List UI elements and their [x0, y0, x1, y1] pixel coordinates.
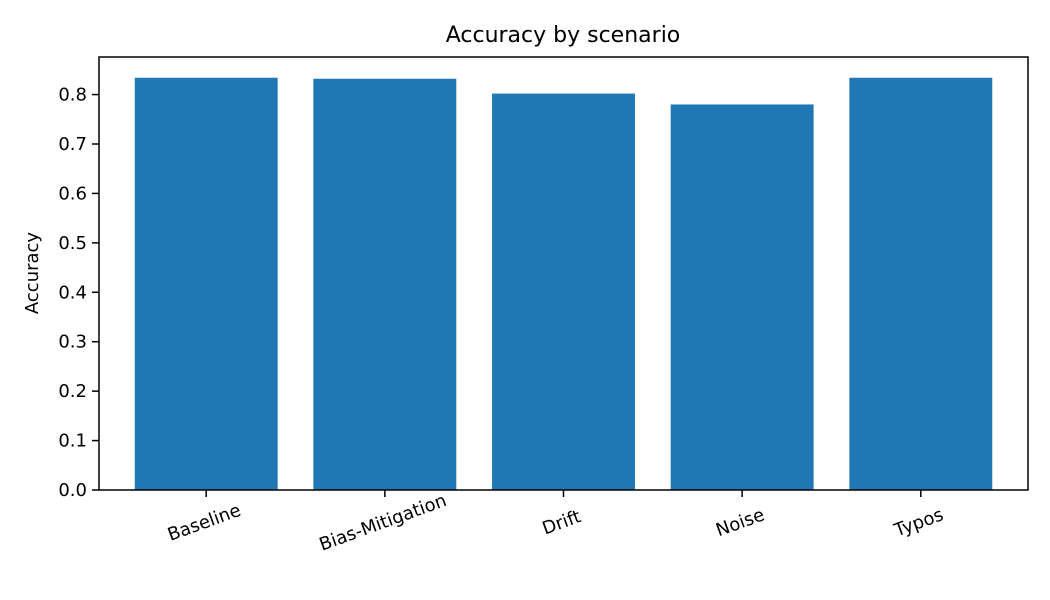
bars-group — [134, 77, 993, 490]
y-tick-label: 0.5 — [58, 233, 87, 254]
y-tick-label: 0.2 — [58, 381, 87, 402]
y-tick-label: 0.1 — [58, 431, 87, 452]
y-tick-label: 0.7 — [58, 134, 87, 155]
bar-noise — [670, 104, 814, 490]
bar-drift — [492, 93, 635, 490]
y-tick-label: 0.8 — [58, 85, 87, 106]
plot-frame — [98, 56, 1029, 491]
bar-bias-mitigation — [313, 78, 457, 490]
y-tick-label: 0.6 — [58, 183, 87, 204]
bar-baseline — [134, 77, 278, 490]
y-tick-label: 0.0 — [58, 480, 87, 501]
y-axis-label: Accuracy — [22, 232, 43, 315]
y-axis-ticks: 0.0 0.1 0.2 0.3 0.4 0.5 0.6 0.7 0.8 — [58, 85, 99, 501]
bar-typos — [849, 77, 993, 490]
y-tick-label: 0.3 — [58, 332, 87, 353]
y-tick-label: 0.4 — [58, 282, 87, 303]
chart-title: Accuracy by scenario — [446, 23, 681, 48]
